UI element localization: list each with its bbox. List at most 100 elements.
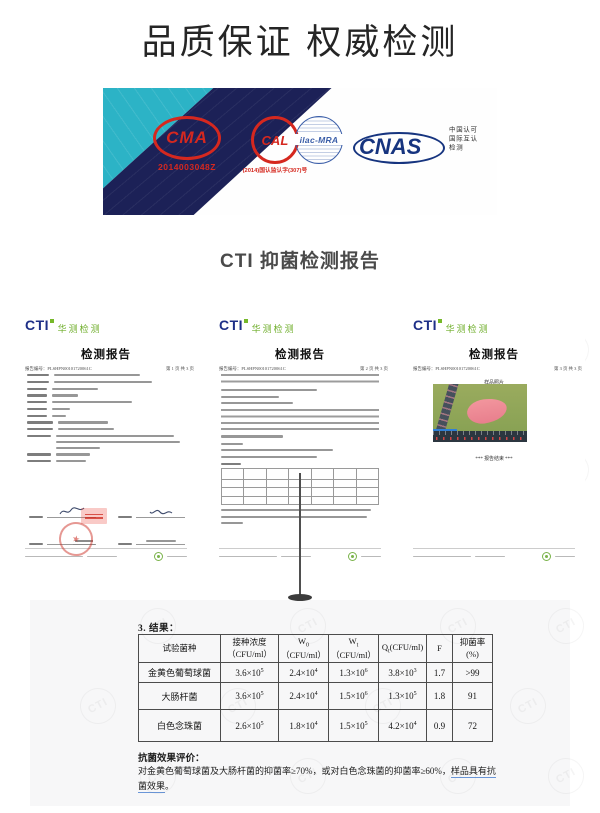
- sample-photo-label-text: 样品照片: [484, 379, 504, 386]
- signature-line: [136, 531, 185, 545]
- redacted-text-line: [221, 402, 293, 405]
- cnas-caption-line: 检测: [449, 144, 464, 152]
- redacted-text-line: [58, 428, 114, 431]
- table-header-row: 试验菌种 接种浓度 （CFU/ml） W0 （CFU/ml） Wt （CFU/m…: [138, 634, 493, 663]
- header-f: F: [426, 634, 453, 663]
- cell-value: 2.6×105: [220, 709, 279, 742]
- doc-field-row: [27, 421, 185, 424]
- cnas-label: CNAS: [359, 134, 422, 159]
- page-indicator: 第 2 页 共 3 页: [360, 365, 389, 372]
- cell-value: 2.4×104: [278, 662, 329, 683]
- cti-logo-dot-icon: [438, 319, 442, 323]
- redacted-text-line: [52, 407, 70, 411]
- evaluation-line2-tail: 。: [165, 781, 175, 791]
- evaluation-underlined: 菌效果: [138, 781, 166, 793]
- table-row: 白色念珠菌 2.6×105 1.8×104 1.5×105 4.2×104 0.…: [138, 709, 493, 742]
- report-documents-row: CTI 华测检测 检测报告 报告编号：PLSHPN00101720061C 第 …: [0, 310, 600, 562]
- cell-value: 3.8×103: [378, 662, 427, 683]
- signature-line: [47, 531, 96, 545]
- ilac-mra-label: ilac-MRA: [290, 134, 348, 145]
- signature-scribble-icon: [59, 507, 84, 515]
- cell-f: 0.9: [426, 709, 453, 742]
- signature-cell: [29, 504, 96, 518]
- redacted-text-line: [27, 394, 47, 397]
- page-indicator: 第 1 页 共 3 页: [166, 365, 195, 372]
- doc-field-row: [27, 407, 185, 411]
- stamp-caption: [73, 540, 95, 546]
- cell-value: 1.8×104: [278, 709, 329, 742]
- cti-logo-cn: 华测检测: [446, 319, 490, 337]
- doc-field-row: [27, 374, 185, 377]
- doc-meta: 报告编号：PLSHPN00101720061C 第 3 页 共 3 页: [413, 363, 582, 374]
- redacted-text-line: [56, 440, 180, 443]
- redacted-text-line: [52, 394, 78, 397]
- photo-blue-mark-icon: [433, 429, 457, 432]
- cma-mark-icon: CMA: [153, 116, 221, 160]
- report-end-text: *** 报告结束 ***: [475, 455, 513, 462]
- header-rate: 抑菌率 (%): [452, 634, 493, 663]
- redacted-text-line: [221, 389, 317, 392]
- cti-watermark-icon: CTI: [503, 681, 553, 731]
- sample-photo: [433, 384, 527, 442]
- cell-species: 白色念珠菌: [138, 709, 221, 742]
- header-concentration: 接种浓度 （CFU/ml）: [220, 634, 279, 663]
- cell-value: 4.2×104: [378, 709, 427, 742]
- redacted-text-line: [145, 539, 176, 542]
- cell-f: 1.8: [426, 682, 453, 710]
- section-heading: CTI 抑菌检测报告: [220, 251, 380, 272]
- redacted-text-line: [29, 515, 43, 518]
- redacted-text-line: [27, 414, 47, 417]
- cti-logo-cn: 华测检测: [252, 319, 296, 337]
- signature-scribble-icon: [149, 509, 172, 515]
- redacted-text-line: [27, 435, 51, 438]
- cell-rate: 72: [452, 709, 493, 742]
- redacted-text-line: [475, 555, 505, 558]
- cti-logo: CTI 华测检测: [219, 318, 296, 337]
- doc-field-row: [27, 380, 185, 383]
- cnas-logo: CNAS: [353, 128, 449, 168]
- redacted-text-line: [221, 509, 371, 512]
- redacted-text-line: [221, 435, 283, 438]
- ilac-mra-mark-icon: ilac-MRA: [290, 116, 348, 164]
- cma-number: 2014003048Z: [158, 162, 216, 172]
- doc-meta: 报告编号：PLSHPN00101720061C 第 2 页 共 3 页: [219, 363, 388, 374]
- signature-line: [47, 504, 96, 518]
- redacted-text-line: [27, 453, 51, 456]
- cti-logo-cn: 华测检测: [58, 319, 102, 337]
- cell-f: 1.7: [426, 662, 453, 683]
- cti-logo-cn-text: 华测检测: [57, 324, 102, 334]
- redacted-text-line: [58, 421, 108, 424]
- redacted-text-line: [221, 442, 243, 445]
- magnifier-pointer-tip-icon: [288, 594, 312, 601]
- cti-logo-cn-text: 华测检测: [445, 324, 490, 334]
- ilac-mra-logo: ilac-MRA: [290, 116, 348, 164]
- cell-species: 金黄色葡萄球菌: [138, 662, 221, 683]
- report-doc-1: CTI 华测检测 检测报告 报告编号：PLSHPN00101720061C 第 …: [15, 310, 197, 562]
- redacted-text-line: [221, 522, 243, 525]
- redacted-text-line: [25, 555, 83, 558]
- report-end-label: *** 报告结束 ***: [403, 448, 585, 466]
- redacted-text-line: [54, 380, 152, 383]
- cti-logo: CTI 华测检测: [413, 318, 490, 337]
- signature-cell: [118, 504, 185, 518]
- cti-logo-text: CTI: [219, 317, 244, 333]
- redacted-text-line: [413, 555, 471, 558]
- doc-field-row: [27, 394, 185, 397]
- magnifier-pointer-line: [299, 473, 302, 595]
- sample-photo-label: 样品照片: [403, 372, 585, 390]
- redacted-text-line: [27, 401, 47, 404]
- cell-rate: 91: [452, 682, 493, 710]
- doc-meta: 报告编号：PLSHPN00101720061C 第 1 页 共 3 页: [25, 363, 194, 374]
- cell-value: 1.3×105: [378, 682, 427, 710]
- redacted-text-line: [87, 555, 117, 558]
- redacted-text-line: [29, 542, 43, 545]
- redacted-text-line: [221, 515, 367, 518]
- redacted-text-line: [27, 407, 47, 411]
- evaluation-text: 对金黄色葡萄球菌及大肠杆菌的抑菌率≥70%，或对白色念珠菌的抑菌率≥60%，样品…: [138, 764, 538, 794]
- header-qt: Qt(CFU/ml): [378, 634, 427, 663]
- report-number: 报告编号：PLSHPN00101720061C: [219, 365, 286, 372]
- redacted-text-line: [75, 540, 93, 542]
- cnas-ellipse-icon: [353, 132, 445, 164]
- report-number: 报告编号：PLSHPN00101720061C: [25, 365, 92, 372]
